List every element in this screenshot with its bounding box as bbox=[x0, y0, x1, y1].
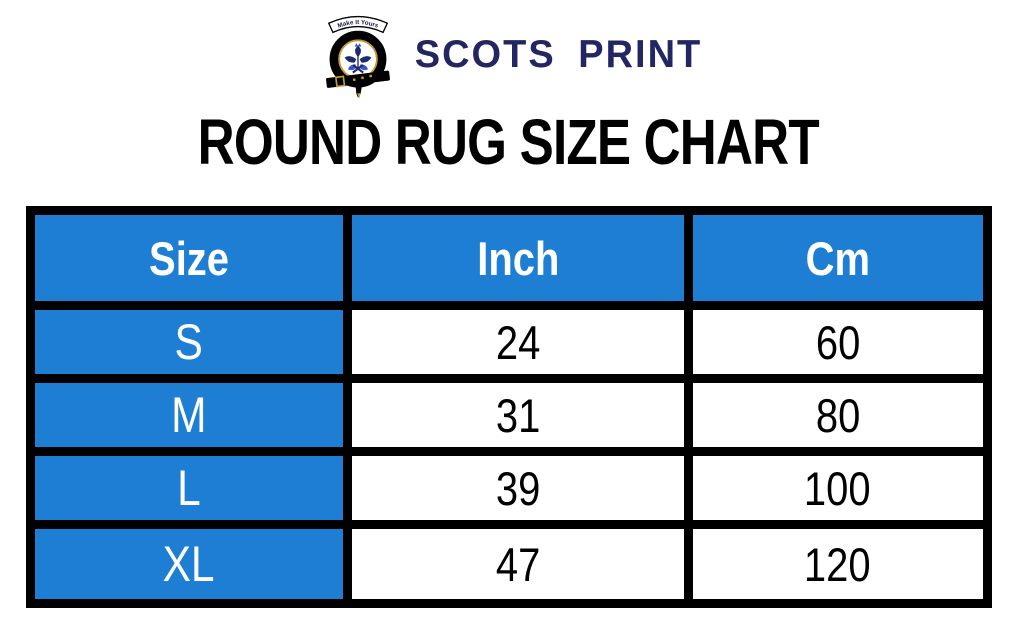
motto-text: Make It Yours bbox=[337, 19, 380, 30]
cell-cm: 100 bbox=[683, 447, 992, 529]
cell-cm: 80 bbox=[683, 374, 992, 456]
belt-strap bbox=[325, 70, 390, 99]
page-title: ROUND RUG SIZE CHART bbox=[0, 106, 1017, 184]
cell-size: M bbox=[25, 374, 353, 456]
cell-inch: 24 bbox=[343, 301, 693, 383]
cell-size: L bbox=[25, 447, 353, 529]
brand-name: SCOTS PRINT bbox=[414, 33, 703, 76]
table-row-l: L 39 100 bbox=[25, 447, 992, 529]
cell-cm: 60 bbox=[683, 301, 992, 383]
table-row-xl: XL 47 120 bbox=[25, 520, 992, 608]
size-chart-table: Size Inch Cm S 24 60 M 31 80 L 39 100 bbox=[25, 206, 992, 608]
column-header-size: Size bbox=[25, 206, 353, 310]
brand-header: Make It Yours SCOTS PRINT bbox=[0, 0, 1017, 102]
page-title-text: ROUND RUG SIZE CHART bbox=[197, 106, 820, 178]
motto-banner: Make It Yours bbox=[327, 15, 388, 34]
table-row-m: M 31 80 bbox=[25, 374, 992, 456]
cell-inch: 47 bbox=[343, 520, 693, 608]
cell-inch: 31 bbox=[343, 374, 693, 456]
column-header-inch: Inch bbox=[343, 206, 693, 310]
column-header-cm: Cm bbox=[683, 206, 992, 310]
cell-size: S bbox=[25, 301, 353, 383]
svg-text:Make It Yours: Make It Yours bbox=[337, 19, 380, 30]
scots-print-crest-icon: Make It Yours bbox=[315, 9, 401, 101]
cell-size: XL bbox=[25, 520, 353, 608]
cell-inch: 39 bbox=[343, 447, 693, 529]
header-row: Size Inch Cm bbox=[25, 206, 992, 310]
thistle-icon bbox=[344, 43, 372, 74]
table-row-s: S 24 60 bbox=[25, 301, 992, 383]
cell-cm: 120 bbox=[683, 520, 992, 608]
